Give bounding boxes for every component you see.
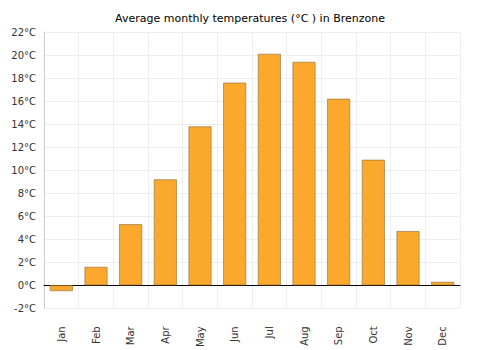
svg-text:14°C: 14°C	[11, 119, 36, 130]
svg-text:Jan: Jan	[56, 326, 67, 342]
svg-text:May: May	[195, 326, 206, 347]
svg-text:Aug: Aug	[299, 326, 310, 346]
svg-text:22°C: 22°C	[11, 27, 36, 38]
svg-text:2°C: 2°C	[18, 257, 36, 268]
svg-text:Feb: Feb	[91, 326, 102, 344]
svg-text:Nov: Nov	[403, 326, 414, 346]
svg-text:10°C: 10°C	[11, 165, 36, 176]
svg-text:16°C: 16°C	[11, 96, 36, 107]
svg-text:Mar: Mar	[125, 325, 136, 345]
svg-text:Jun: Jun	[229, 326, 240, 343]
svg-text:Apr: Apr	[160, 325, 171, 343]
svg-text:18°C: 18°C	[11, 73, 36, 84]
svg-text:0°C: 0°C	[18, 280, 36, 291]
svg-text:4°C: 4°C	[18, 234, 36, 245]
svg-text:Sep: Sep	[333, 326, 344, 345]
svg-text:20°C: 20°C	[11, 50, 36, 61]
svg-text:Oct: Oct	[368, 326, 379, 343]
svg-text:12°C: 12°C	[11, 142, 36, 153]
svg-text:-2°C: -2°C	[14, 303, 36, 314]
svg-text:Dec: Dec	[437, 326, 448, 345]
svg-text:8°C: 8°C	[18, 188, 36, 199]
svg-text:Jul: Jul	[264, 326, 275, 339]
svg-text:6°C: 6°C	[18, 211, 36, 222]
svg-text:Average monthly temperatures (: Average monthly temperatures (°C ) in Br…	[115, 12, 385, 25]
